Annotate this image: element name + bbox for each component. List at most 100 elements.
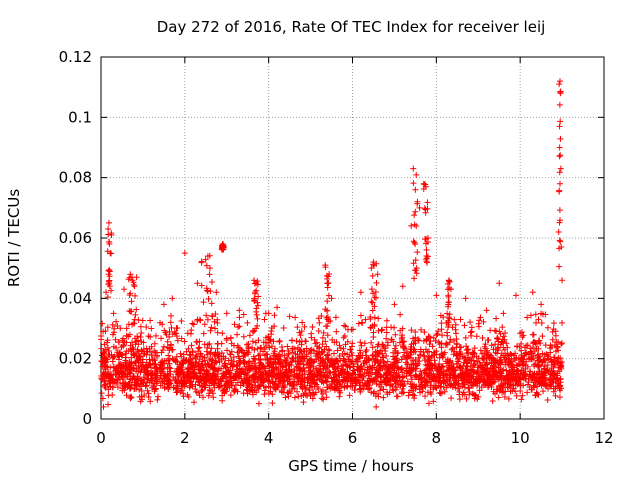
- data-point: [199, 362, 206, 369]
- data-point: [411, 239, 418, 246]
- data-point: [355, 320, 362, 327]
- data-point: [254, 345, 261, 352]
- data-point: [557, 90, 564, 97]
- data-point: [117, 325, 124, 332]
- data-point: [221, 362, 228, 369]
- data-point: [546, 382, 553, 389]
- data-point: [183, 356, 190, 363]
- data-point: [380, 358, 387, 365]
- data-point: [155, 393, 162, 400]
- data-point: [321, 346, 328, 353]
- data-point: [196, 392, 203, 399]
- data-point: [367, 324, 374, 331]
- data-point: [442, 341, 449, 348]
- data-point: [556, 144, 563, 151]
- data-point: [544, 396, 551, 403]
- data-point: [389, 383, 396, 390]
- data-point: [240, 333, 247, 340]
- data-point: [138, 363, 145, 370]
- data-point: [112, 336, 119, 343]
- data-point: [445, 366, 452, 373]
- data-point: [108, 231, 115, 238]
- data-point: [444, 358, 451, 365]
- data-point: [187, 359, 194, 366]
- data-point: [112, 367, 119, 374]
- data-point: [178, 318, 185, 325]
- data-point: [333, 372, 340, 379]
- data-point: [441, 388, 448, 395]
- x-tick-label: 2: [180, 429, 190, 447]
- data-point: [309, 323, 316, 330]
- data-point: [452, 321, 459, 328]
- data-point: [123, 325, 130, 332]
- data-point: [496, 280, 503, 287]
- data-point: [368, 265, 375, 272]
- data-point: [221, 385, 228, 392]
- data-point: [127, 290, 134, 297]
- data-point: [250, 277, 257, 284]
- data-point: [167, 365, 174, 372]
- data-point: [422, 183, 429, 190]
- data-point: [533, 345, 540, 352]
- data-point: [209, 356, 216, 363]
- data-point: [236, 314, 243, 321]
- data-point: [378, 327, 385, 334]
- data-point: [512, 357, 519, 364]
- data-point: [227, 351, 234, 358]
- data-point: [552, 332, 559, 339]
- data-point: [188, 342, 195, 349]
- data-point: [324, 316, 331, 323]
- data-point: [371, 323, 378, 330]
- data-point: [448, 286, 455, 293]
- data-point: [556, 78, 563, 85]
- data-point: [447, 336, 454, 343]
- data-point: [123, 354, 130, 361]
- data-point: [253, 368, 260, 375]
- data-point: [337, 345, 344, 352]
- data-point: [129, 277, 136, 284]
- data-point: [383, 329, 390, 336]
- data-point: [109, 358, 116, 365]
- data-point: [341, 322, 348, 329]
- data-point: [295, 358, 302, 365]
- data-point: [544, 324, 551, 331]
- data-point: [276, 338, 283, 345]
- data-point: [375, 393, 382, 400]
- data-point: [500, 344, 507, 351]
- data-point: [240, 390, 247, 397]
- data-point: [483, 307, 490, 314]
- data-point: [365, 372, 372, 379]
- data-point: [502, 374, 509, 381]
- data-point: [493, 315, 500, 322]
- data-point: [265, 390, 272, 397]
- data-point: [160, 373, 167, 380]
- data-point: [535, 391, 542, 398]
- data-point: [467, 319, 474, 326]
- data-point: [211, 360, 218, 367]
- data-point: [412, 356, 419, 363]
- data-point: [540, 366, 547, 373]
- data-point: [358, 319, 365, 326]
- data-point: [126, 292, 133, 299]
- data-point: [371, 314, 378, 321]
- data-point: [418, 326, 425, 333]
- data-point: [474, 358, 481, 365]
- data-point: [416, 204, 423, 211]
- data-point: [127, 308, 134, 315]
- data-point: [509, 387, 516, 394]
- data-point: [299, 386, 306, 393]
- data-point: [308, 334, 315, 341]
- data-point: [149, 356, 156, 363]
- data-point: [160, 365, 167, 372]
- data-point: [377, 367, 384, 374]
- data-point: [334, 347, 341, 354]
- data-point: [373, 279, 380, 286]
- data-point: [322, 377, 329, 384]
- data-point: [413, 373, 420, 380]
- data-point: [349, 358, 356, 365]
- data-point: [393, 393, 400, 400]
- data-point: [410, 165, 417, 172]
- data-point: [140, 339, 147, 346]
- data-point: [409, 357, 416, 364]
- data-point: [548, 368, 555, 375]
